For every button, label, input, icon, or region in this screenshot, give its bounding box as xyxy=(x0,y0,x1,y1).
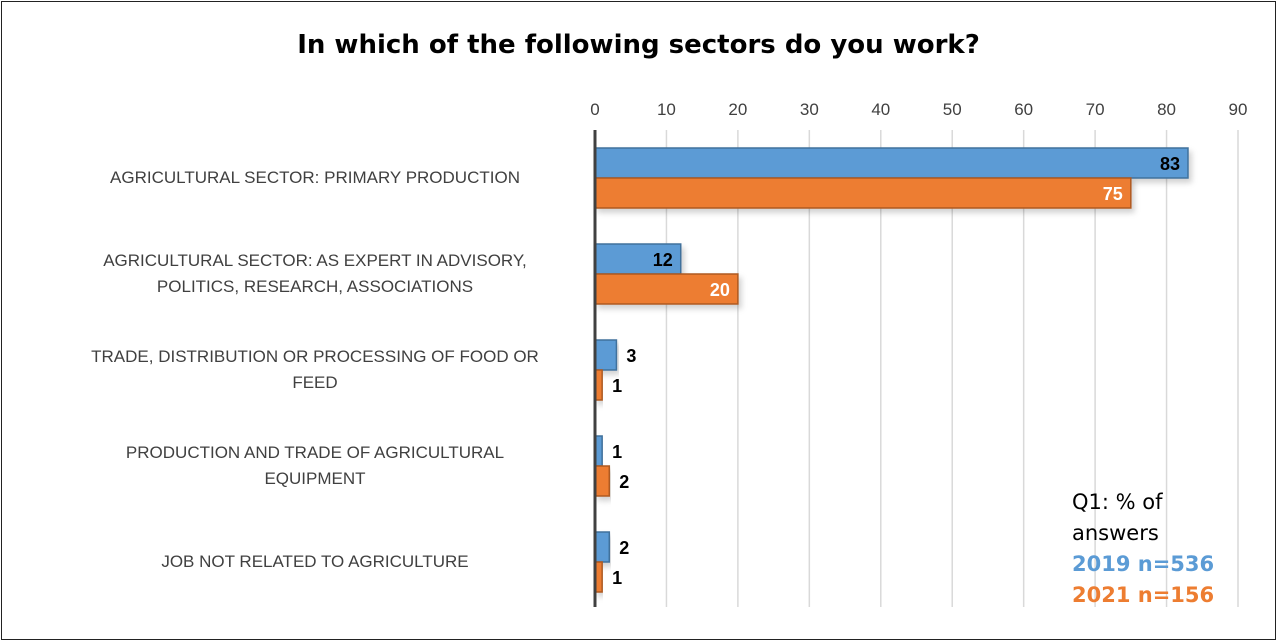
category-label-line: JOB NOT RELATED TO AGRICULTURE xyxy=(161,552,469,571)
legend-caption: Q1: % of answers xyxy=(1072,490,1163,545)
x-tick-label: 40 xyxy=(871,100,890,119)
legend-series-2019: 2019 n=536 xyxy=(1072,552,1215,576)
x-tick-label: 70 xyxy=(1086,100,1105,119)
data-label: 12 xyxy=(653,250,673,270)
category-label-line: TRADE, DISTRIBUTION OR PROCESSING OF FOO… xyxy=(91,347,539,366)
x-axis-ticks: 0 10 20 30 40 50 60 70 80 90 xyxy=(590,100,1247,119)
x-tick-label: 60 xyxy=(1014,100,1033,119)
x-tick-label: 10 xyxy=(657,100,676,119)
chart-title: In which of the following sectors do you… xyxy=(297,30,980,60)
category-label: JOB NOT RELATED TO AGRICULTURE xyxy=(40,549,590,575)
category-label: AGRICULTURAL SECTOR: PRIMARY PRODUCTION xyxy=(40,165,590,191)
bar-2019 xyxy=(594,531,611,563)
bars xyxy=(594,147,1189,593)
data-label: 2 xyxy=(619,472,629,492)
data-label: 1 xyxy=(612,568,622,588)
gridlines xyxy=(665,130,1239,607)
category-label-line: AGRICULTURAL SECTOR: AS EXPERT IN ADVISO… xyxy=(103,251,527,270)
bar-2021 xyxy=(594,465,611,497)
data-label: 1 xyxy=(612,376,622,396)
data-label: 75 xyxy=(1103,184,1123,204)
data-label: 1 xyxy=(612,442,622,462)
data-label: 83 xyxy=(1160,154,1180,174)
x-tick-label: 80 xyxy=(1157,100,1176,119)
bar-2021 xyxy=(594,273,739,305)
bar-2019 xyxy=(594,147,1189,179)
x-tick-label: 20 xyxy=(728,100,747,119)
category-label-line: PRODUCTION AND TRADE OF AGRICULTURAL xyxy=(125,443,505,462)
category-label-line: AGRICULTURAL SECTOR: PRIMARY PRODUCTION xyxy=(110,168,520,187)
legend: Q1: % of answers 2019 n=536 2021 n=156 xyxy=(1072,487,1214,611)
category-label: TRADE, DISTRIBUTION OR PROCESSING OF FOO… xyxy=(40,344,590,396)
category-label: PRODUCTION AND TRADE OF AGRICULTURAL EQUI… xyxy=(40,440,590,492)
bar-2019 xyxy=(594,339,618,371)
x-tick-label: 90 xyxy=(1229,100,1248,119)
x-tick-label: 30 xyxy=(800,100,819,119)
data-label: 20 xyxy=(710,280,730,300)
bar-2021 xyxy=(594,177,1132,209)
category-label-line: FEED xyxy=(292,373,338,392)
category-label: AGRICULTURAL SECTOR: AS EXPERT IN ADVISO… xyxy=(40,248,590,300)
data-label: 3 xyxy=(626,346,636,366)
category-label-line: POLITICS, RESEARCH, ASSOCIATIONS xyxy=(156,277,474,296)
x-tick-label: 0 xyxy=(590,100,599,119)
x-tick-label: 50 xyxy=(943,100,962,119)
category-label-line: EQUIPMENT xyxy=(264,469,366,488)
legend-series-2021: 2021 n=156 xyxy=(1072,583,1215,607)
data-label: 2 xyxy=(619,538,629,558)
